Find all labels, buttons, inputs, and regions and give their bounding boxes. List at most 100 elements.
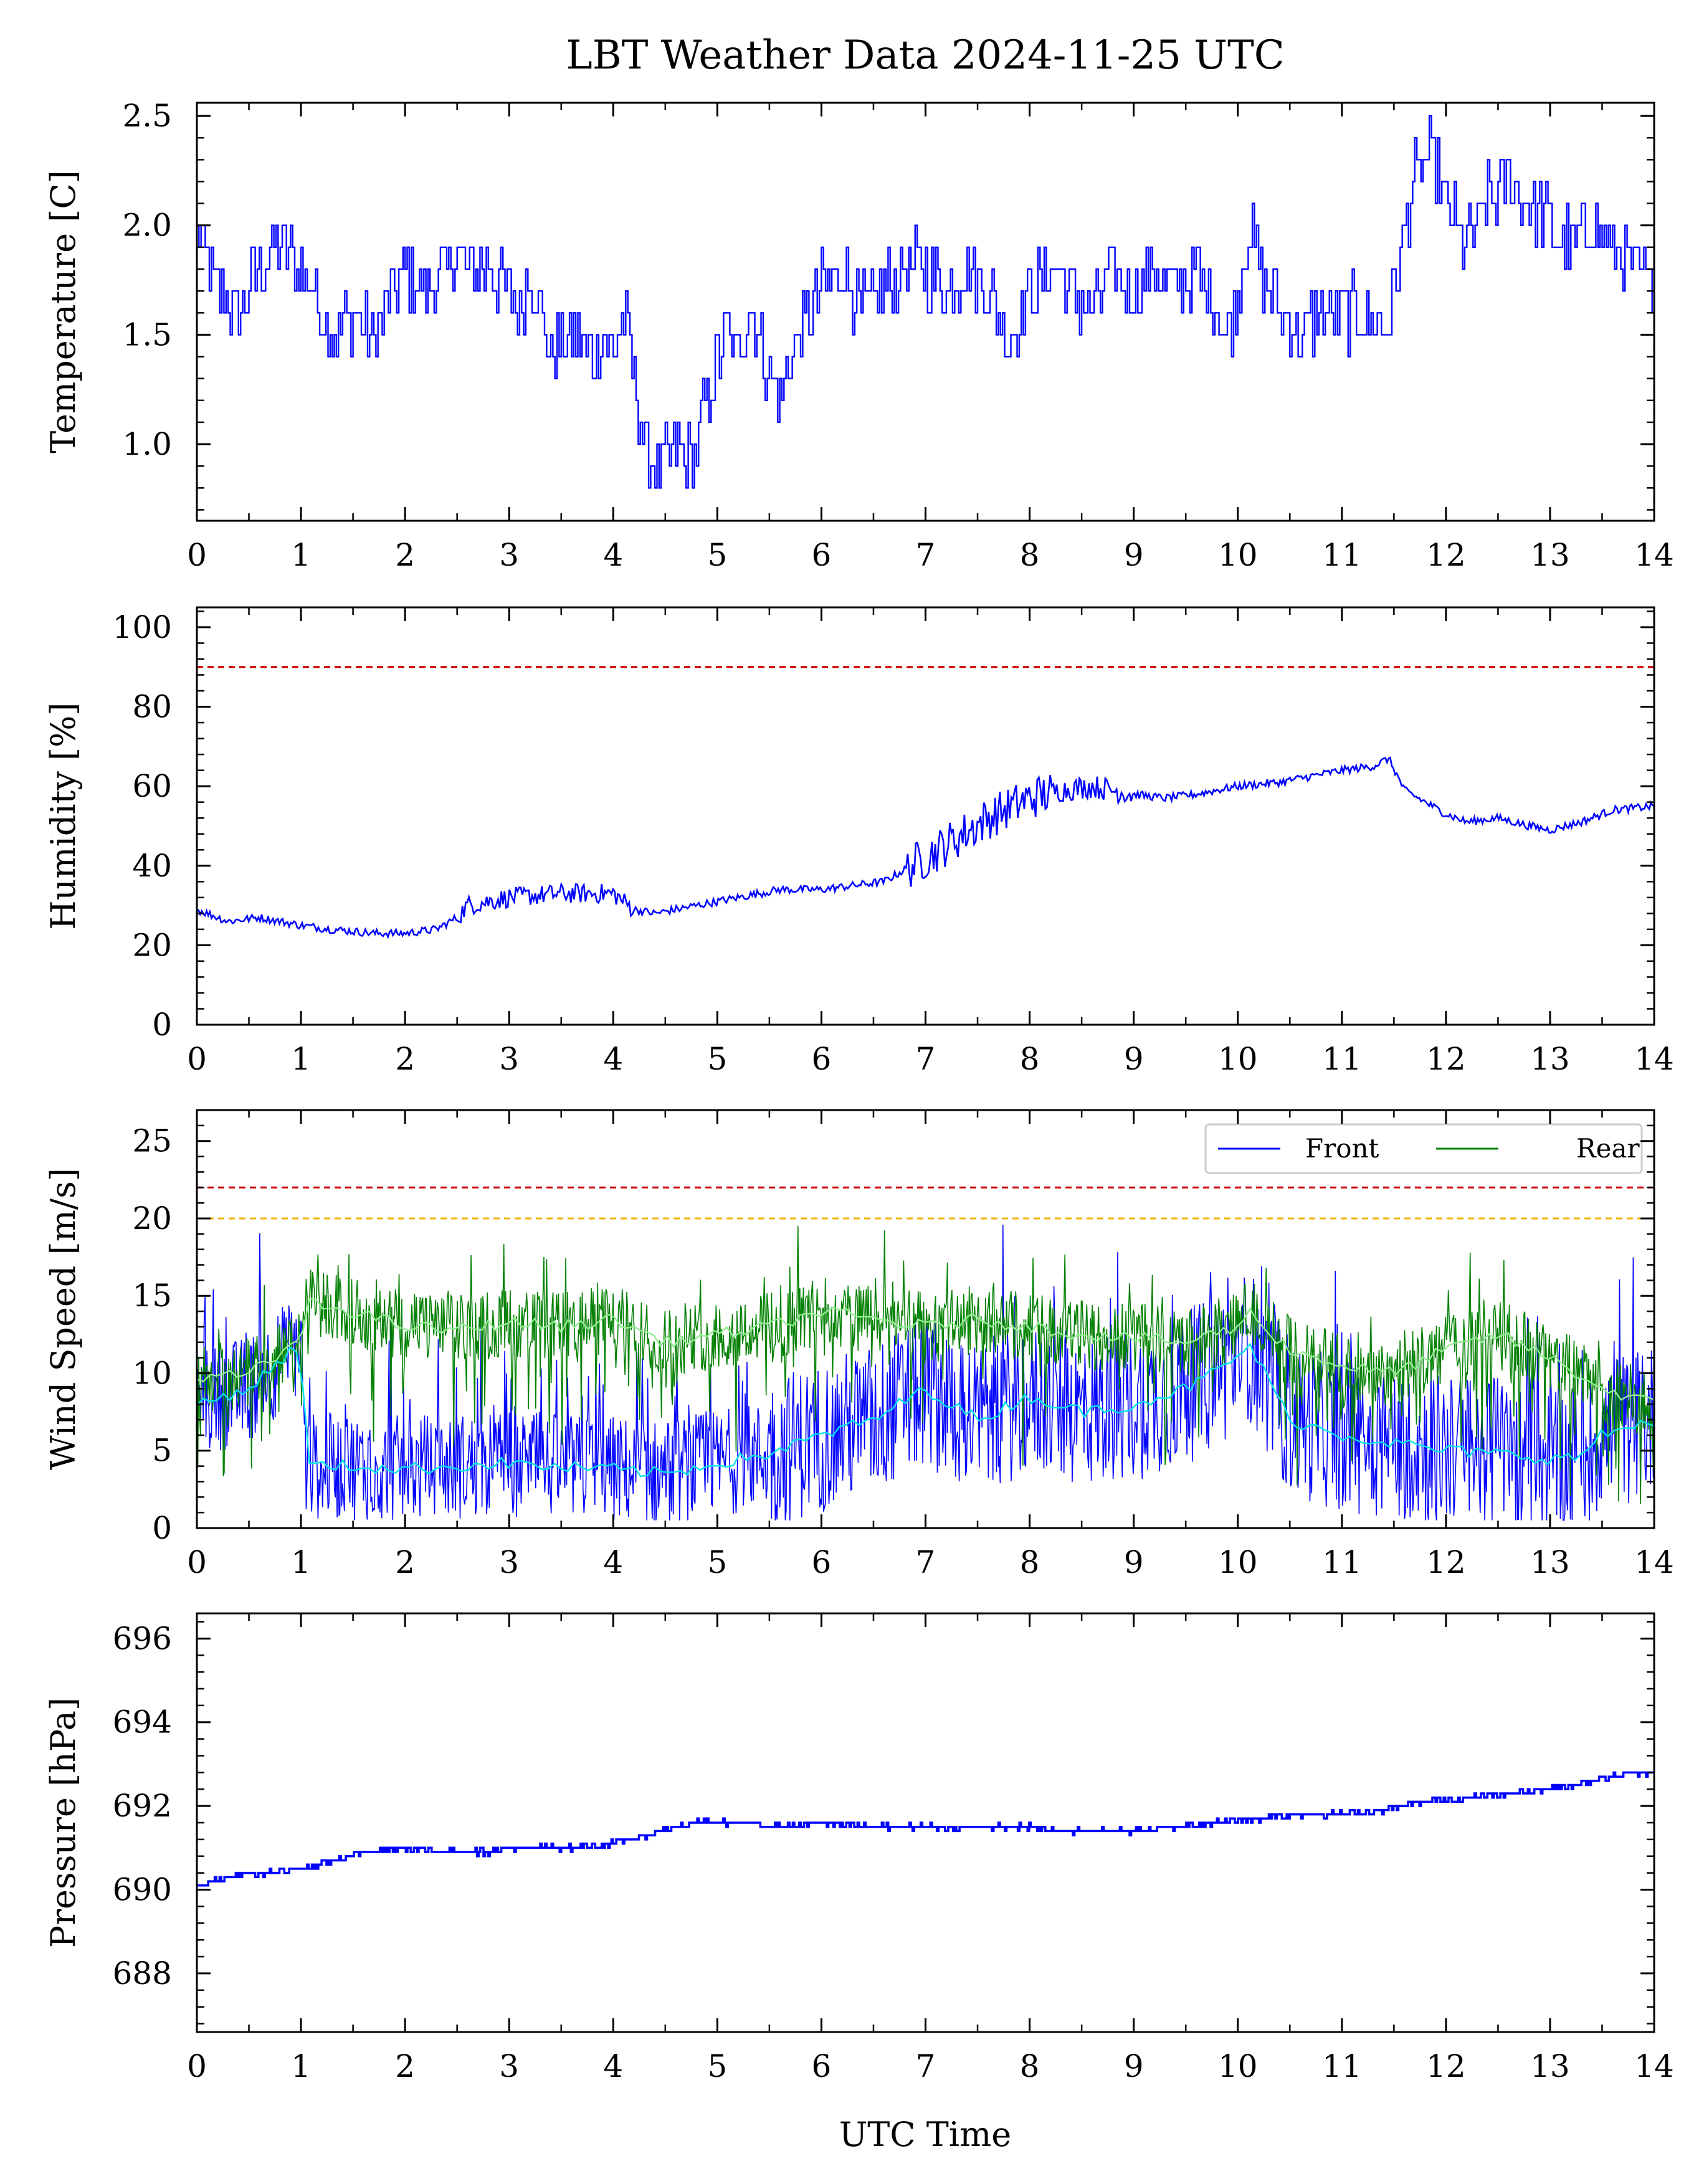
x-tick-label: 2 (395, 1544, 415, 1580)
x-tick-label: 6 (812, 1041, 832, 1077)
x-tick-label: 10 (1218, 2048, 1258, 2084)
x-tick-label: 8 (1020, 537, 1040, 573)
x-tick-label: 4 (603, 2048, 623, 2084)
x-tick-label: 5 (707, 2048, 727, 2084)
x-tick-label: 11 (1322, 1041, 1362, 1077)
x-tick-label: 12 (1426, 2048, 1466, 2084)
y-axis-label: Temperature [C] (44, 170, 83, 453)
x-tick-label: 4 (603, 537, 623, 573)
x-tick-label: 0 (187, 537, 207, 573)
x-tick-label: 12 (1426, 537, 1466, 573)
y-tick-label: 60 (132, 768, 172, 804)
plot-area (197, 1225, 1654, 1521)
series-pressure (197, 1771, 1654, 1887)
legend-label-rear: Rear (1576, 1133, 1640, 1164)
plot-area (197, 756, 1654, 939)
x-tick-label: 8 (1020, 2048, 1040, 2084)
x-tick-label: 3 (499, 1041, 519, 1077)
x-tick-label: 5 (707, 1544, 727, 1580)
x-tick-label: 1 (291, 1041, 311, 1077)
x-tick-label: 0 (187, 1041, 207, 1077)
y-ticks: 0 5 10 15 20 25 (132, 1109, 1654, 1546)
x-tick-label: 5 (707, 1041, 727, 1077)
y-tick-label: 40 (132, 848, 172, 884)
x-axis-label: UTC Time (839, 2115, 1011, 2154)
plot-area (197, 1771, 1654, 1887)
x-tick-label: 3 (499, 537, 519, 573)
x-tick-label: 10 (1218, 1041, 1258, 1077)
x-tick-label: 7 (916, 2048, 936, 2084)
x-tick-label: 0 (187, 2048, 207, 2084)
y-tick-label: 100 (113, 609, 172, 645)
x-tick-label: 5 (707, 537, 727, 573)
panel-2: 0 1 2 3 4 5 6 7 8 9 10 11 12 13 14020406080100Humidity… (44, 606, 1674, 1077)
y-tick-label: 25 (132, 1123, 172, 1159)
y-tick-label: 0 (152, 1510, 172, 1546)
series-front (197, 1225, 1654, 1521)
x-tick-label: 6 (812, 1544, 832, 1580)
y-axis-label: Pressure [hPa] (44, 1697, 83, 1948)
x-tick-label: 3 (499, 2048, 519, 2084)
x-tick-label: 9 (1124, 537, 1144, 573)
x-tick-label: 4 (603, 1041, 623, 1077)
y-tick-label: 15 (132, 1278, 172, 1314)
y-tick-label: 0 (152, 1007, 172, 1043)
x-tick-label: 9 (1124, 1041, 1144, 1077)
y-tick-label: 692 (113, 1788, 172, 1824)
x-tick-label: 12 (1426, 1544, 1466, 1580)
x-tick-label: 13 (1530, 2048, 1570, 2084)
figure-title: LBT Weather Data 2024-11-25 UTC (566, 32, 1285, 78)
series-rear (197, 1225, 1654, 1504)
panel-4: 0 1 2 3 4 5 6 7 8 9 10 11 12 13 14688690692694696Press… (44, 1612, 1674, 2084)
x-tick-label: 10 (1218, 537, 1258, 573)
x-tick-label: 2 (395, 2048, 415, 2084)
x-tick-label: 13 (1530, 1544, 1570, 1580)
x-tick-label: 9 (1124, 1544, 1144, 1580)
x-tick-label: 14 (1634, 2048, 1674, 2084)
panel-1: 0 1 2 3 4 5 6 7 8 9 10 11 12 13 141.01.52.02.5Temperat… (44, 98, 1674, 573)
legend-box (1204, 1123, 1643, 1174)
x-tick-label: 14 (1634, 1544, 1674, 1580)
y-ticks: 0 20 40 60 80 100 (113, 609, 1654, 1043)
legend: Front Rear (1204, 1123, 1643, 1174)
x-tick-label: 2 (395, 1041, 415, 1077)
y-tick-label: 688 (113, 1955, 172, 1992)
series-humidity (197, 756, 1654, 939)
x-tick-label: 13 (1530, 1041, 1570, 1077)
y-tick-label: 80 (132, 689, 172, 725)
y-tick-label: 20 (132, 1200, 172, 1237)
x-tick-label: 6 (812, 2048, 832, 2084)
x-tick-label: 2 (395, 537, 415, 573)
y-tick-label: 2.0 (122, 207, 172, 244)
x-tick-label: 8 (1020, 1544, 1040, 1580)
y-axis-label: Humidity [%] (44, 702, 83, 929)
y-tick-label: 2.5 (122, 98, 172, 134)
x-tick-label: 9 (1124, 2048, 1144, 2084)
x-ticks: 0 1 2 3 4 5 6 7 8 9 10 11 12 13 14 (187, 607, 1674, 1077)
y-tick-label: 10 (132, 1355, 172, 1391)
x-tick-label: 7 (916, 1544, 936, 1580)
plot-area (197, 115, 1654, 489)
x-tick-label: 1 (291, 2048, 311, 2084)
x-tick-label: 1 (291, 537, 311, 573)
y-tick-label: 1.0 (122, 426, 172, 462)
x-tick-label: 4 (603, 1544, 623, 1580)
x-tick-label: 7 (916, 1041, 936, 1077)
x-tick-label: 14 (1634, 1041, 1674, 1077)
x-tick-label: 11 (1322, 1544, 1362, 1580)
x-ticks: 0 1 2 3 4 5 6 7 8 9 10 11 12 13 14 (187, 1110, 1674, 1580)
x-tick-label: 1 (291, 1544, 311, 1580)
x-tick-label: 10 (1218, 1544, 1258, 1580)
y-tick-label: 696 (113, 1620, 172, 1656)
axes-frame (196, 606, 1655, 1026)
x-ticks: 0 1 2 3 4 5 6 7 8 9 10 11 12 13 14 (187, 1613, 1674, 2084)
y-axis-label: Wind Speed [m/s] (44, 1168, 83, 1470)
y-ticks: 1.0 1.5 2.0 2.5 (122, 98, 1654, 511)
x-tick-label: 6 (812, 537, 832, 573)
x-tick-label: 7 (916, 537, 936, 573)
series-rear-smoothed (197, 1297, 1654, 1401)
y-tick-label: 5 (152, 1433, 172, 1469)
series-temperature (197, 115, 1654, 489)
